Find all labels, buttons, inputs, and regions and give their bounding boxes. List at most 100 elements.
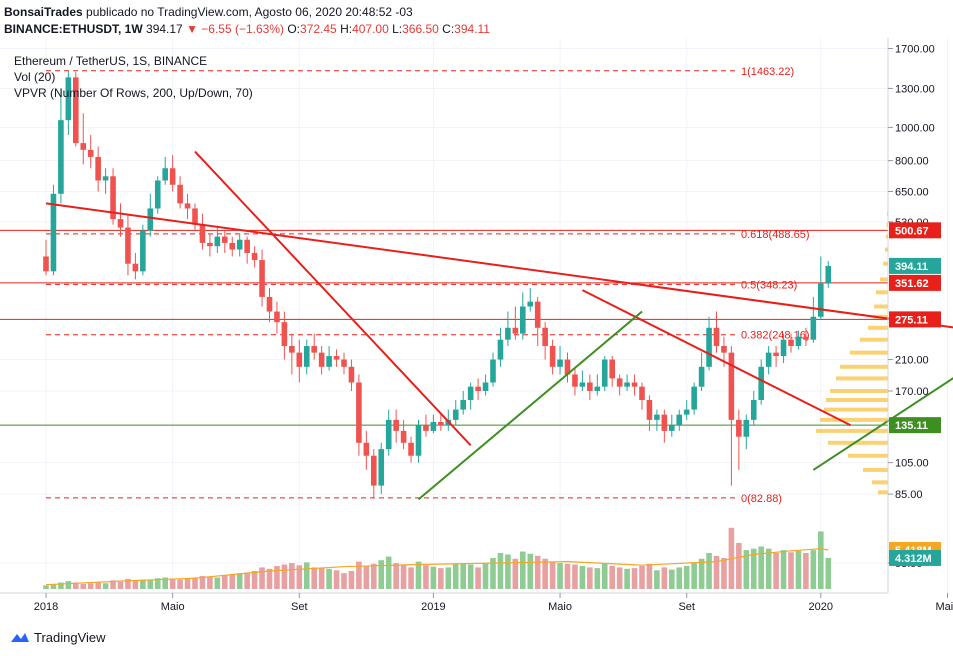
volume-bar [669, 569, 675, 589]
candle-body [244, 239, 250, 253]
trendlines[interactable] [45, 150, 953, 501]
candle-body [177, 184, 183, 204]
volume-bar [549, 561, 556, 589]
grid [0, 38, 948, 593]
volume-bar [311, 567, 317, 589]
volume-bar [266, 568, 273, 589]
volume-bar [736, 542, 742, 589]
symbol-label: BINANCE:ETHUSDT, 1W [4, 22, 143, 36]
footer: TradingView [4, 626, 204, 650]
volume-bar [95, 581, 101, 589]
tradingview-brand[interactable]: TradingView [34, 630, 106, 645]
volume-bar [251, 571, 258, 589]
price-tag [889, 311, 941, 328]
price-axis[interactable]: 1700.001300.001000.00800.00650.00530.002… [888, 44, 935, 570]
vpvr-bar [836, 376, 888, 381]
volume-bar [408, 567, 414, 589]
price-tick-label: 650.00 [895, 186, 929, 198]
price-tick-label: 1700.00 [895, 44, 935, 56]
trendline[interactable] [194, 150, 472, 446]
volume-bar [542, 558, 548, 589]
horizontal-lines [0, 229, 888, 426]
candle-body [169, 168, 176, 185]
volume-bar [385, 556, 392, 589]
candle-body [393, 419, 399, 431]
time-axis[interactable]: 2018MaioSet2019MaioSet2020MaioSet [34, 593, 953, 613]
candle-body [333, 356, 340, 360]
volume-bar [482, 563, 489, 589]
low-value: 366.50 [402, 22, 439, 36]
volume-bar [348, 571, 355, 589]
candle-body [184, 203, 191, 209]
candle-body [490, 359, 496, 383]
price-tick-label: 210.00 [895, 355, 929, 367]
volume-bar [743, 550, 750, 589]
candle-body [795, 336, 802, 347]
candle-body [385, 419, 392, 450]
candle-body [296, 352, 303, 367]
price-chart[interactable]: 1(1463.22) 0.618(488.65) 0.5(348.23) 0.382(… [0, 38, 953, 626]
publish-line: BonsaiTrades publicado no TradingView.co… [4, 5, 413, 19]
vpvr-bar [885, 247, 888, 252]
candle-body [199, 224, 206, 243]
chart-header: BonsaiTrades publicado no TradingView.co… [4, 2, 944, 38]
volume-bar [207, 576, 213, 589]
vpvr-bar [863, 467, 888, 472]
volume-bar [259, 567, 265, 589]
candle-body [207, 242, 213, 247]
candle-body [378, 449, 385, 486]
fib-level-label: 0(82.88) [741, 493, 782, 505]
candle-body [542, 327, 548, 347]
candle-body [460, 399, 466, 410]
volume-tag [889, 549, 941, 566]
publisher-name[interactable]: BonsaiTrades [4, 5, 83, 19]
candle-body [467, 386, 474, 400]
price-tag-label: 275.11 [895, 314, 928, 326]
trendline[interactable] [417, 310, 643, 501]
candle-body [669, 425, 675, 431]
candle-body [587, 382, 593, 391]
candle-body [266, 296, 273, 312]
volume-bar [698, 558, 705, 589]
vpvr-bar [826, 397, 888, 402]
candle-body [803, 336, 809, 340]
volume-bar [423, 565, 429, 589]
candle-body [758, 366, 764, 400]
time-tick-label: Maio [548, 601, 572, 613]
candle-body [750, 399, 757, 420]
vpvr-bar [886, 222, 888, 227]
candle-body [423, 425, 429, 431]
volume-bar [721, 558, 727, 589]
volume-profile [816, 211, 888, 495]
candle-body [430, 421, 437, 431]
candle-body [736, 419, 742, 437]
trendline[interactable] [45, 202, 953, 346]
candle-body [236, 239, 243, 250]
volume-bar [564, 563, 571, 589]
price-tick-label: 170.00 [895, 386, 929, 398]
candle-body [557, 359, 563, 367]
volume-bar [601, 563, 608, 589]
candle-body [572, 374, 578, 387]
volume-bar [706, 553, 712, 589]
trendline[interactable] [812, 279, 953, 471]
candle-body [743, 419, 750, 437]
price-tag-label: 135.11 [895, 420, 928, 432]
volume-bars [43, 527, 832, 589]
volume-bar [356, 561, 362, 589]
trendline[interactable] [581, 289, 852, 427]
legend-volume: Vol (20) [14, 70, 55, 84]
candle-body [654, 414, 660, 420]
candle-body [594, 386, 601, 391]
volume-bar [810, 550, 817, 589]
volume-bar [691, 563, 697, 589]
candle-body [147, 208, 154, 231]
candle-body [80, 143, 87, 150]
candle-body [564, 359, 571, 375]
candle-body [132, 263, 139, 272]
volume-bar [154, 578, 161, 589]
volume-bar [303, 562, 310, 589]
volume-bar [512, 558, 519, 589]
vpvr-bar [874, 304, 888, 309]
candle-body [497, 339, 504, 360]
